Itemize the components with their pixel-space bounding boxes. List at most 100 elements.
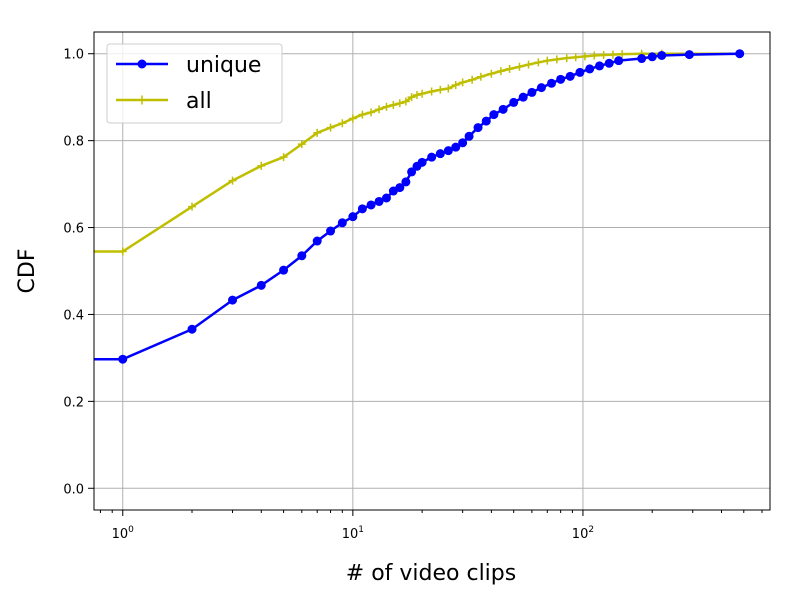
x-axis-label: # of video clips [346, 561, 516, 586]
data-point-unique [604, 58, 614, 68]
legend-unique-marker [137, 59, 147, 69]
data-point-all [534, 58, 543, 67]
data-point-unique [312, 236, 322, 246]
data-point-unique [585, 64, 595, 74]
data-point-all [496, 67, 505, 76]
data-point-all [608, 50, 617, 59]
data-point-unique [326, 226, 336, 236]
data-point-unique [657, 50, 667, 60]
data-point-unique [435, 149, 445, 159]
grid [94, 32, 770, 510]
plot-frame [93, 31, 771, 511]
data-point-unique [464, 131, 474, 141]
data-point-all [418, 89, 427, 98]
data-point-all [618, 50, 627, 59]
data-point-unique [546, 78, 556, 88]
data-point-unique [518, 92, 528, 102]
legend: unique all [106, 43, 283, 124]
data-point-all [436, 85, 445, 94]
data-point-unique [366, 200, 376, 210]
data-point-unique [348, 212, 358, 222]
legend-all-label: all [186, 89, 212, 114]
data-point-all [476, 72, 485, 81]
data-point-unique [297, 251, 307, 261]
data-point-unique [614, 56, 624, 66]
data-point-unique [556, 74, 566, 84]
data-point-all [571, 53, 580, 62]
y-tick-label: 1.0 [63, 48, 84, 63]
y-tick-label: 0.6 [63, 222, 84, 237]
data-point-all [358, 110, 367, 119]
data-point-unique [381, 193, 391, 203]
data-point-all [188, 202, 197, 211]
data-point-all [407, 93, 416, 102]
data-point-unique [279, 265, 289, 275]
data-point-unique [684, 50, 694, 60]
data-point-all [395, 99, 404, 108]
data-point-all [338, 119, 347, 128]
x-tick-label-base: 10 [112, 527, 129, 542]
legend-unique-label: unique [186, 53, 261, 78]
data-point-unique [473, 123, 483, 133]
data-point-unique [118, 354, 128, 364]
y-axis-label: CDF [15, 249, 40, 294]
data-point-unique [536, 83, 546, 93]
data-point-unique [374, 196, 384, 206]
x-tick-label: 101 [342, 525, 364, 542]
x-tick-label: 100 [112, 525, 135, 542]
y-tick-label: 0.4 [63, 308, 84, 323]
data-point-unique [427, 152, 437, 162]
data-point-unique [735, 49, 745, 59]
data-point-all [451, 81, 460, 90]
data-point-unique [527, 87, 537, 97]
data-point-all [297, 140, 306, 149]
data-point-all [590, 51, 599, 60]
data-point-unique [256, 280, 266, 290]
data-point-all [412, 91, 421, 100]
data-point-unique [395, 183, 405, 193]
data-point-all [401, 97, 410, 106]
data-point-unique [443, 146, 453, 156]
data-point-all [543, 56, 552, 65]
data-point-all [279, 153, 288, 162]
data-point-unique [228, 295, 238, 305]
data-point-all [348, 114, 357, 123]
data-point-unique [565, 71, 575, 81]
data-point-all [228, 176, 237, 185]
data-point-unique [498, 104, 508, 114]
x-tick-label-base: 10 [572, 527, 589, 542]
data-point-all [487, 69, 496, 78]
data-point-all [257, 161, 266, 170]
y-tick-label: 0.0 [63, 482, 84, 497]
data-point-all [580, 52, 589, 61]
data-point-all [524, 60, 533, 69]
data-point-all [562, 54, 571, 63]
data-point-all [427, 87, 436, 96]
data-point-unique [489, 110, 499, 120]
data-point-unique [458, 138, 468, 148]
data-point-unique [509, 97, 519, 107]
data-point-all [515, 62, 524, 71]
x-tick-label-base: 10 [342, 527, 359, 542]
x-tick-label-exponent: 2 [588, 525, 594, 535]
data-point-unique [575, 67, 585, 77]
data-point-all [468, 75, 477, 84]
data-point-all [382, 102, 391, 111]
data-point-all [367, 108, 376, 117]
data-point-unique [647, 52, 657, 62]
data-point-all [444, 84, 453, 93]
x-tick-label-exponent: 0 [128, 525, 134, 535]
series-layer [94, 49, 745, 364]
data-point-all [505, 64, 514, 73]
y-tick-label: 0.8 [63, 135, 84, 150]
data-point-unique [481, 116, 491, 126]
data-point-unique [594, 61, 604, 71]
data-point-unique [401, 177, 411, 187]
data-point-all [326, 123, 335, 132]
data-point-unique [637, 54, 647, 64]
data-point-all [118, 247, 127, 256]
data-point-unique [451, 142, 461, 152]
data-point-all [313, 128, 322, 137]
